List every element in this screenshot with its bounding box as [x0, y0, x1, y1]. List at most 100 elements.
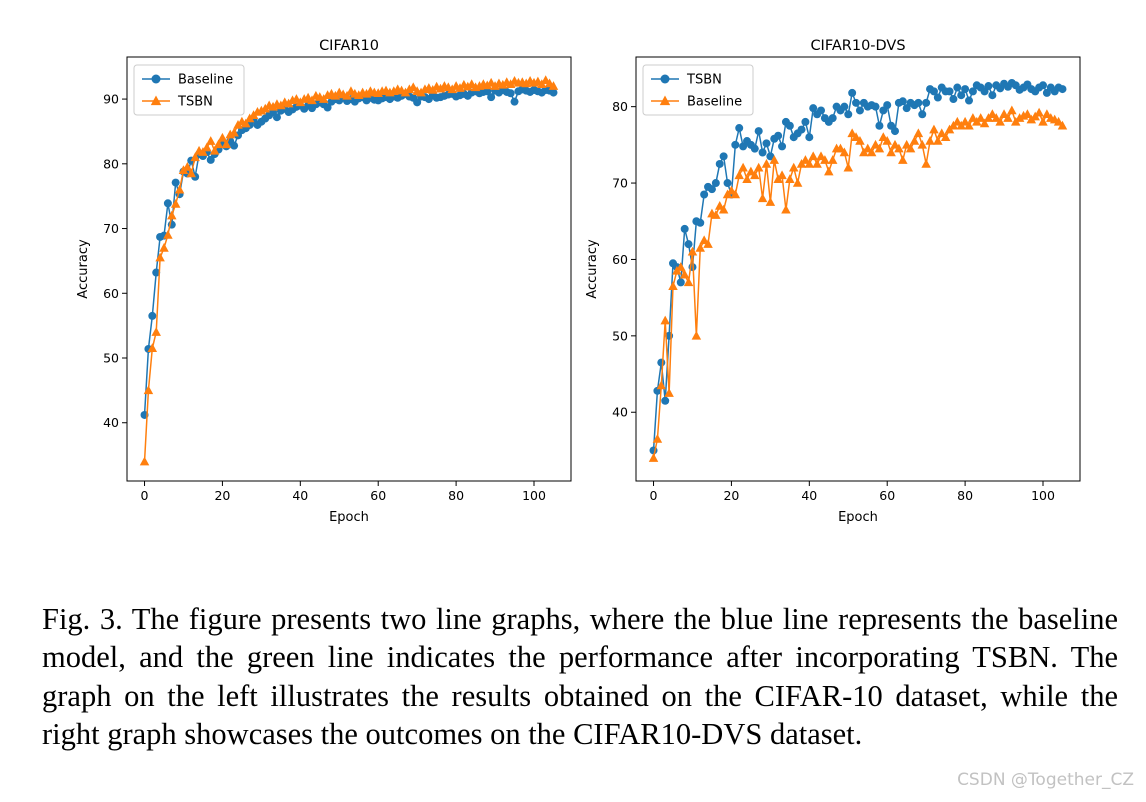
data-point	[209, 145, 220, 155]
data-point	[835, 143, 846, 153]
data-point	[898, 155, 908, 164]
data-point	[824, 166, 834, 176]
data-point	[757, 193, 768, 203]
data-point	[758, 148, 767, 157]
data-point	[718, 204, 729, 214]
data-point	[933, 93, 942, 102]
data-point	[777, 170, 787, 180]
data-point	[917, 139, 928, 149]
data-point	[163, 230, 173, 239]
data-point	[855, 136, 865, 145]
data-point	[871, 102, 880, 111]
data-point	[960, 116, 970, 126]
y-tick-label: 80	[103, 156, 119, 171]
data-point	[139, 456, 150, 466]
legend-box	[642, 64, 754, 116]
data-point	[945, 87, 954, 96]
data-point	[968, 87, 977, 96]
data-point	[1014, 113, 1025, 122]
data-point	[463, 81, 473, 91]
data-point	[984, 82, 993, 91]
data-point	[159, 242, 169, 252]
data-point	[483, 87, 492, 96]
data-point	[964, 120, 974, 130]
data-point	[680, 224, 689, 233]
data-point	[820, 155, 830, 164]
data-point	[143, 385, 154, 395]
data-point	[549, 88, 558, 97]
data-point	[684, 240, 693, 249]
data-point	[754, 127, 763, 136]
data-point	[186, 168, 197, 178]
data-point	[847, 128, 857, 138]
data-point	[874, 143, 885, 153]
series-line-tsbn	[143, 79, 554, 462]
y-tick-label: 90	[103, 92, 119, 107]
chart-title: CIFAR10-DVS	[810, 38, 905, 54]
data-point	[521, 78, 531, 88]
data-point	[206, 155, 215, 164]
data-point	[272, 113, 281, 122]
data-point	[901, 139, 912, 149]
data-point	[862, 143, 873, 153]
data-point	[691, 330, 702, 340]
data-point	[781, 204, 791, 214]
data-point	[851, 132, 861, 141]
data-point	[734, 170, 744, 180]
data-point	[482, 80, 493, 90]
data-point	[804, 158, 815, 168]
data-point	[949, 95, 958, 104]
data-point	[361, 88, 372, 98]
data-point	[925, 136, 935, 145]
data-point	[898, 97, 907, 106]
data-point	[750, 170, 760, 180]
data-point	[155, 252, 165, 262]
data-point	[816, 151, 826, 161]
data-point	[840, 102, 849, 111]
data-point	[163, 199, 172, 208]
data-point	[707, 185, 716, 194]
x-axis-label: Epoch	[838, 510, 878, 525]
data-point	[1038, 116, 1048, 126]
legend-box	[133, 64, 245, 116]
legend-label: TSBN	[686, 73, 722, 88]
plot-frame	[126, 56, 572, 482]
data-point	[229, 127, 239, 137]
data-point	[730, 189, 741, 199]
legend: Baseline TSBN	[133, 64, 245, 116]
data-point	[703, 239, 713, 248]
data-point	[217, 132, 228, 142]
data-point	[738, 162, 748, 172]
data-point	[668, 281, 678, 290]
data-point	[746, 166, 756, 176]
x-tick-label: 100	[522, 488, 546, 503]
figure-charts: 0 20 40 60 80 100 40 50 60 70 80 90 CIFAR10 Epoch Accu…	[76, 38, 1081, 525]
x-tick-label: 40	[292, 488, 308, 503]
data-point	[679, 269, 690, 279]
data-point	[933, 136, 943, 145]
data-point	[152, 268, 161, 277]
data-point	[909, 136, 920, 145]
data-point	[408, 82, 419, 92]
data-point	[905, 143, 916, 153]
chart-title: CIFAR10	[319, 38, 379, 54]
data-point	[788, 162, 799, 172]
data-point	[1042, 109, 1052, 119]
data-point	[652, 433, 663, 443]
data-point	[735, 124, 744, 133]
data-point	[785, 174, 795, 183]
data-point	[213, 139, 224, 149]
data-point	[968, 113, 978, 122]
y-tick-label: 40	[103, 415, 119, 430]
x-tick-label: 60	[879, 488, 895, 503]
data-point	[878, 132, 889, 141]
data-point	[648, 453, 659, 462]
data-point	[913, 128, 924, 138]
watermark: CSDN @Together_CZ	[957, 770, 1134, 790]
legend-label: Baseline	[178, 73, 233, 88]
data-point	[882, 136, 892, 145]
data-point	[1022, 109, 1033, 119]
data-point	[778, 142, 787, 151]
data-point	[792, 178, 803, 187]
data-point	[914, 98, 923, 107]
